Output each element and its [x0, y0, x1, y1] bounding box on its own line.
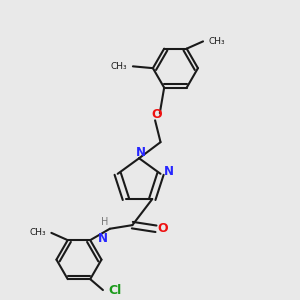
Text: Cl: Cl	[108, 284, 122, 296]
Text: N: N	[136, 146, 146, 159]
Text: H: H	[101, 217, 108, 227]
Text: CH₃: CH₃	[29, 228, 46, 237]
Text: CH₃: CH₃	[208, 37, 225, 46]
Text: O: O	[152, 108, 162, 122]
Text: O: O	[157, 222, 168, 235]
Text: CH₃: CH₃	[111, 62, 128, 71]
Text: N: N	[98, 232, 108, 245]
Text: N: N	[164, 166, 173, 178]
